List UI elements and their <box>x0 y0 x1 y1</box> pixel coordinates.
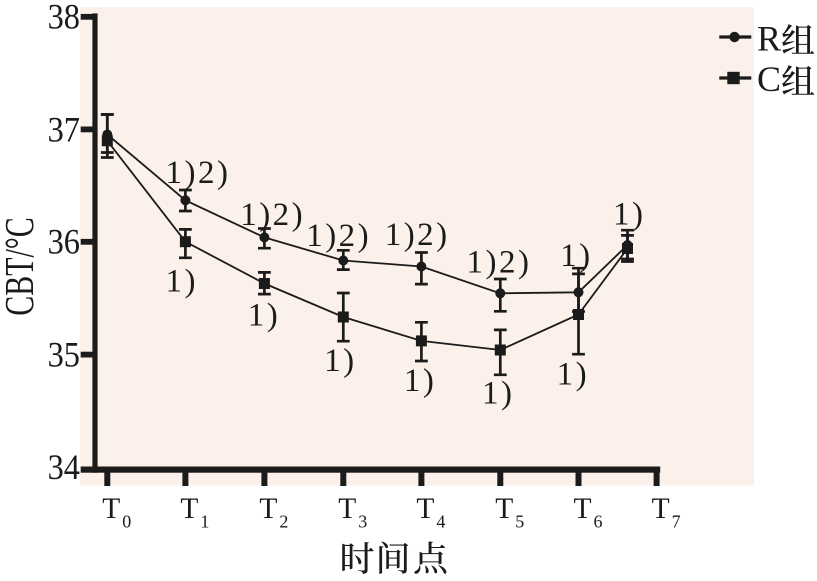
svg-text:1): 1) <box>560 238 593 274</box>
svg-text:1)2): 1)2) <box>385 217 450 253</box>
svg-text:37: 37 <box>48 110 80 150</box>
svg-text:T: T <box>652 493 670 525</box>
svg-text:T: T <box>338 493 356 525</box>
svg-text:35: 35 <box>48 335 80 375</box>
svg-text:7: 7 <box>672 512 681 532</box>
svg-text:1)2): 1)2) <box>240 197 305 233</box>
svg-text:CBT/°C: CBT/°C <box>0 217 42 315</box>
svg-text:1): 1) <box>557 357 590 393</box>
svg-text:T: T <box>416 493 434 525</box>
svg-text:R: R <box>757 18 781 58</box>
svg-text:5: 5 <box>515 512 524 532</box>
svg-text:1): 1) <box>404 363 437 399</box>
svg-text:T: T <box>259 493 277 525</box>
svg-text:0: 0 <box>122 512 131 532</box>
svg-text:1): 1) <box>613 197 646 233</box>
svg-text:1)2): 1)2) <box>467 245 532 281</box>
svg-text:3: 3 <box>358 512 367 532</box>
svg-text:T: T <box>495 493 513 525</box>
svg-text:34: 34 <box>48 447 80 487</box>
svg-text:2: 2 <box>279 512 288 532</box>
svg-text:1): 1) <box>166 264 199 300</box>
svg-text:T: T <box>180 493 198 525</box>
svg-text:T: T <box>574 493 592 525</box>
svg-text:C: C <box>757 59 781 99</box>
svg-text:1): 1) <box>482 376 515 412</box>
svg-text:6: 6 <box>594 512 603 532</box>
svg-text:38: 38 <box>48 0 80 37</box>
svg-text:1)2): 1)2) <box>166 155 231 191</box>
svg-text:1)2): 1)2) <box>306 218 371 254</box>
svg-text:T: T <box>102 493 120 525</box>
svg-text:36: 36 <box>48 222 80 262</box>
svg-text:1): 1) <box>324 343 357 379</box>
svg-text:1): 1) <box>248 298 281 334</box>
svg-text:1: 1 <box>200 512 209 532</box>
svg-text:4: 4 <box>436 512 445 532</box>
